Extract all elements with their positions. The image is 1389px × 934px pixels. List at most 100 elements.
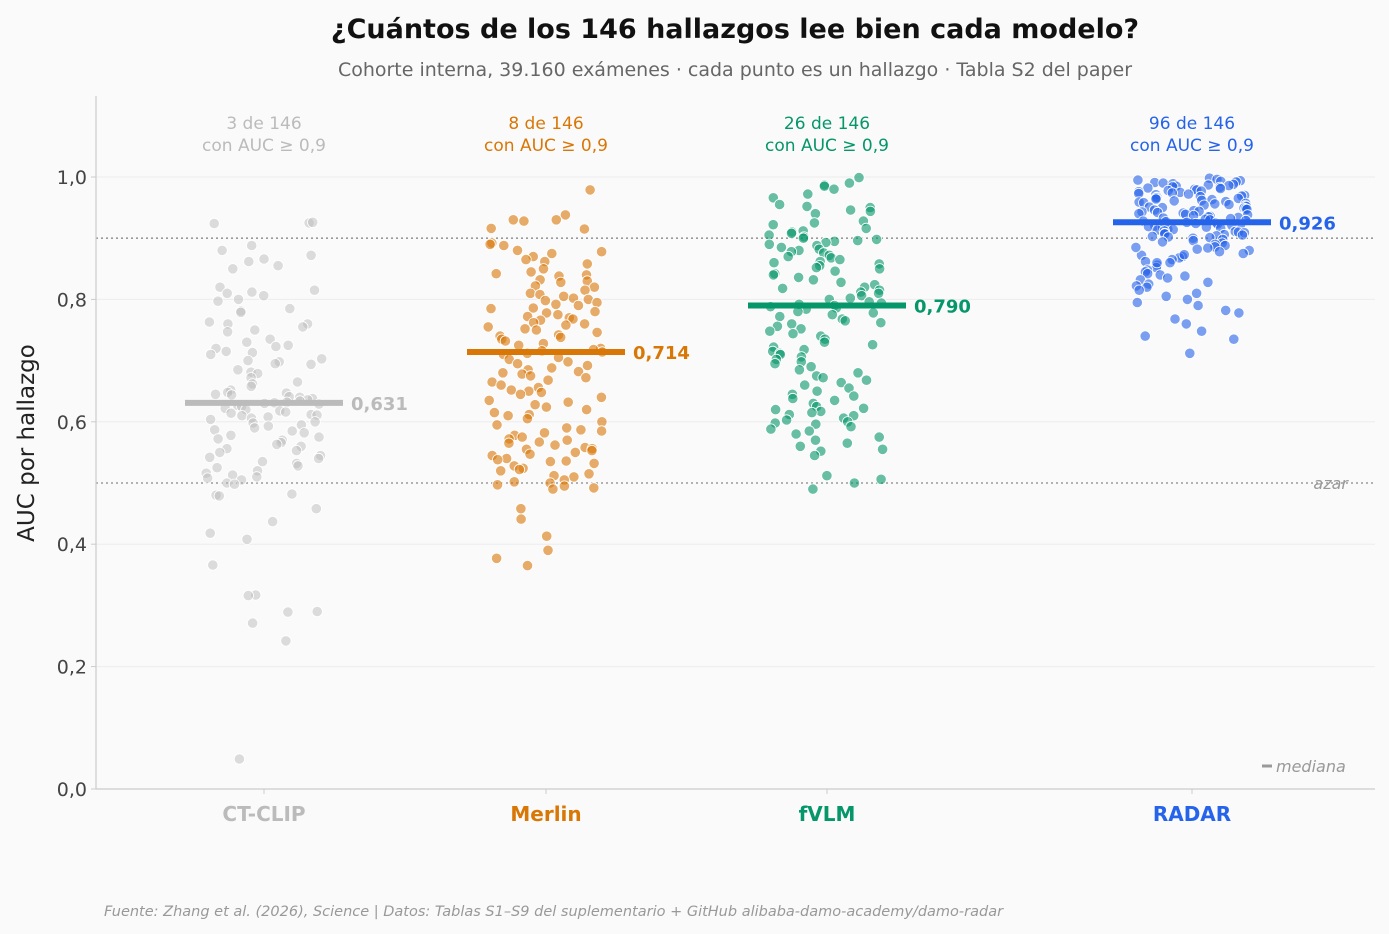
data-point <box>533 436 545 448</box>
data-point <box>490 552 503 564</box>
data-point <box>513 339 525 351</box>
count-annotation-line1: 26 de 146 <box>784 114 870 134</box>
data-point <box>204 451 216 463</box>
data-point <box>520 254 532 266</box>
data-points <box>200 172 1255 765</box>
data-point <box>1162 272 1174 284</box>
data-point <box>864 205 877 217</box>
data-point <box>1150 193 1162 205</box>
data-point <box>544 455 557 468</box>
data-point <box>311 605 323 618</box>
data-point <box>540 401 553 413</box>
data-point <box>558 290 570 302</box>
data-point <box>488 406 500 419</box>
data-point <box>775 241 788 253</box>
data-point <box>569 446 581 458</box>
data-point <box>852 367 864 379</box>
data-point <box>309 416 321 428</box>
data-point <box>521 413 534 425</box>
data-point <box>806 406 818 419</box>
y-axis-ticks: 0,0 0,2 0,4 0,6 0,8 1,0 <box>57 167 96 801</box>
data-point <box>773 198 786 211</box>
data-point <box>555 276 567 288</box>
data-point <box>258 253 270 265</box>
data-point <box>518 215 530 227</box>
data-point <box>527 302 539 314</box>
data-point <box>795 323 807 335</box>
data-point <box>845 421 857 433</box>
series-points-fvlm <box>763 172 889 495</box>
data-point <box>870 233 883 245</box>
data-point <box>595 425 608 437</box>
data-point <box>204 527 216 539</box>
data-point <box>499 335 511 347</box>
count-annotation-line1: 8 de 146 <box>508 114 583 134</box>
count-annotation-line2: con AUC ≥ 0,9 <box>484 136 608 156</box>
data-point <box>313 431 325 443</box>
y-tick-label: 0,4 <box>57 534 87 556</box>
data-point <box>308 284 321 296</box>
data-point <box>291 376 304 388</box>
data-point <box>213 490 225 502</box>
data-point <box>298 427 310 439</box>
data-point <box>540 307 553 319</box>
data-point <box>572 299 585 312</box>
data-point <box>498 239 510 252</box>
y-tick-label: 0,2 <box>57 657 87 679</box>
data-point <box>1202 276 1214 288</box>
median-legend-label: mediana <box>1276 757 1346 776</box>
data-point <box>834 254 846 266</box>
data-point <box>843 177 856 189</box>
data-point <box>310 503 322 515</box>
data-point <box>552 309 564 321</box>
data-point <box>1213 246 1226 258</box>
data-point <box>581 359 594 372</box>
data-point <box>228 478 241 490</box>
data-point <box>286 425 298 437</box>
data-point <box>505 384 517 396</box>
data-point <box>1182 188 1195 200</box>
data-point <box>205 413 217 425</box>
data-point <box>808 217 821 229</box>
data-point <box>232 364 244 376</box>
data-point <box>516 431 528 443</box>
data-point <box>1214 183 1227 195</box>
data-point <box>805 361 817 373</box>
data-point <box>502 410 514 422</box>
y-tick-label: 0,8 <box>57 289 87 311</box>
data-point <box>860 222 872 234</box>
data-point <box>810 261 823 274</box>
data-point <box>818 180 831 192</box>
data-point <box>280 635 292 647</box>
series-points-merlin <box>482 184 608 572</box>
data-point <box>241 336 253 348</box>
count-annotation-line1: 96 de 146 <box>1149 114 1235 134</box>
data-point <box>1146 230 1159 242</box>
data-point <box>207 559 219 571</box>
data-point <box>537 263 550 275</box>
data-point <box>232 293 245 305</box>
data-point <box>1130 241 1142 253</box>
data-point <box>524 370 537 382</box>
data-point <box>242 589 254 602</box>
data-point <box>249 422 261 434</box>
data-point <box>541 530 553 542</box>
data-point <box>785 227 798 239</box>
data-point <box>829 265 841 277</box>
data-point <box>245 380 257 392</box>
data-point <box>794 440 806 452</box>
data-point <box>1160 290 1172 302</box>
data-point <box>844 292 856 304</box>
median-value-label: 0,631 <box>351 394 408 415</box>
data-point <box>491 479 504 491</box>
data-point <box>1151 257 1163 269</box>
data-point <box>852 235 864 247</box>
data-point <box>560 455 572 467</box>
median-value-label: 0,790 <box>914 297 971 318</box>
data-point <box>246 239 258 252</box>
category-label: CT-CLIP <box>222 802 305 826</box>
data-point <box>808 449 821 462</box>
data-point <box>588 482 600 494</box>
data-point <box>1169 313 1181 325</box>
